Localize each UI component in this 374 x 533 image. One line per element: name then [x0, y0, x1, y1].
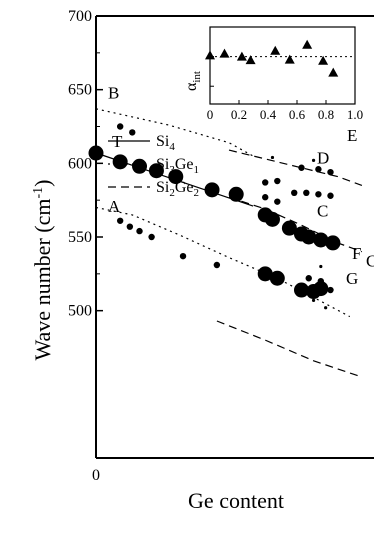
inset-data-point	[318, 55, 329, 65]
data-point	[305, 275, 312, 282]
data-points	[88, 123, 341, 310]
y-axis-title: Wave number (cm-1)	[30, 180, 55, 361]
legend-entry: Si3Ge1	[156, 156, 199, 176]
dashed-line	[228, 149, 363, 186]
legend-entry: Si2Ge2	[156, 179, 199, 199]
y-tick-label: 500	[68, 303, 92, 320]
data-point	[204, 182, 220, 198]
legend-entry: Si4	[156, 133, 175, 153]
inset-y-title-main: α	[183, 82, 200, 91]
curve-label: C	[317, 201, 328, 220]
y-tick-label: 550	[68, 229, 92, 246]
data-point	[301, 229, 317, 245]
data-point	[311, 158, 316, 162]
data-point	[315, 166, 322, 173]
y-axis-title-close: )	[30, 180, 55, 187]
inset-x-tick-label: 0	[207, 107, 214, 122]
data-point	[269, 270, 285, 286]
data-point	[313, 281, 329, 297]
data-point	[327, 286, 334, 294]
data-point	[293, 282, 309, 298]
inset-x-tick-label: 1.0	[347, 107, 363, 122]
data-point	[264, 211, 280, 227]
legend: Si4 Si3Ge1 Si2Ge2	[108, 133, 199, 199]
inset-data-point	[245, 55, 256, 65]
data-point	[132, 158, 148, 174]
y-axis-title-sup: -1	[31, 187, 46, 199]
curve-label-partial: C	[366, 251, 374, 270]
data-point	[274, 177, 281, 185]
data-point	[311, 298, 316, 302]
curve-label: G	[346, 269, 358, 288]
inset-y-title-sub: int	[191, 71, 203, 83]
inset-data-point	[270, 45, 281, 55]
inset-data-point	[302, 39, 313, 49]
data-point	[116, 123, 124, 130]
data-point	[148, 163, 164, 179]
data-point	[129, 129, 136, 136]
curve-label: F	[352, 244, 361, 263]
y-tick-label: 650	[68, 82, 92, 99]
data-point	[324, 306, 328, 310]
data-point	[325, 235, 341, 251]
curve-label: E	[347, 126, 357, 145]
data-point	[270, 155, 275, 160]
data-point	[213, 261, 221, 269]
data-point	[319, 264, 323, 269]
data-point	[303, 189, 310, 196]
inset-data-point	[284, 54, 295, 64]
y-axis-ticks: 500 550 600 650 700	[68, 8, 103, 320]
data-point	[88, 145, 104, 161]
data-point	[313, 232, 329, 248]
inset-frame	[209, 26, 356, 105]
dotted-line	[95, 108, 254, 157]
curve-label: B	[108, 84, 119, 103]
data-point	[327, 192, 334, 199]
inset-x-tick-label: 0.6	[289, 107, 306, 122]
inset-x-tick-label: 0.8	[318, 107, 334, 122]
inset-data-point	[205, 50, 215, 60]
data-point	[291, 189, 298, 196]
inset-data-point	[328, 67, 339, 77]
dotted-line	[95, 206, 351, 318]
inset-data-point	[219, 48, 230, 58]
y-tick-label: 700	[68, 8, 92, 25]
data-point	[126, 223, 134, 230]
data-point	[257, 266, 273, 282]
data-point	[228, 186, 244, 202]
x-axis-title: Ge content	[188, 488, 284, 513]
inset-x-tick-label: 0.2	[231, 107, 247, 122]
data-point	[148, 233, 155, 241]
x-tick-label: 0	[92, 467, 100, 484]
data-point	[262, 194, 269, 201]
data-point	[298, 164, 305, 171]
data-point	[116, 217, 124, 224]
inset-data-point	[236, 51, 247, 61]
data-point	[136, 227, 143, 235]
data-point	[274, 198, 281, 205]
data-point	[327, 168, 334, 176]
data-point	[112, 154, 128, 170]
y-axis-title-main: Wave number (cm	[30, 199, 55, 361]
curve-label: D	[317, 148, 329, 167]
data-point	[262, 179, 269, 186]
data-point	[281, 220, 297, 236]
data-point	[168, 169, 184, 185]
inset-y-title: αint	[183, 71, 203, 91]
y-tick-label: 600	[68, 155, 92, 172]
x-axis-ticks: 0	[92, 467, 100, 484]
data-point	[315, 191, 322, 198]
inset-x-tick-label: 0.4	[260, 107, 277, 122]
data-point	[317, 278, 325, 285]
curve-label: A	[108, 197, 121, 216]
dashed-line	[216, 320, 363, 378]
inset-chart: 0 0.2 0.4 0.6 0.8 1.0 αint	[183, 26, 363, 122]
data-point	[179, 252, 187, 260]
